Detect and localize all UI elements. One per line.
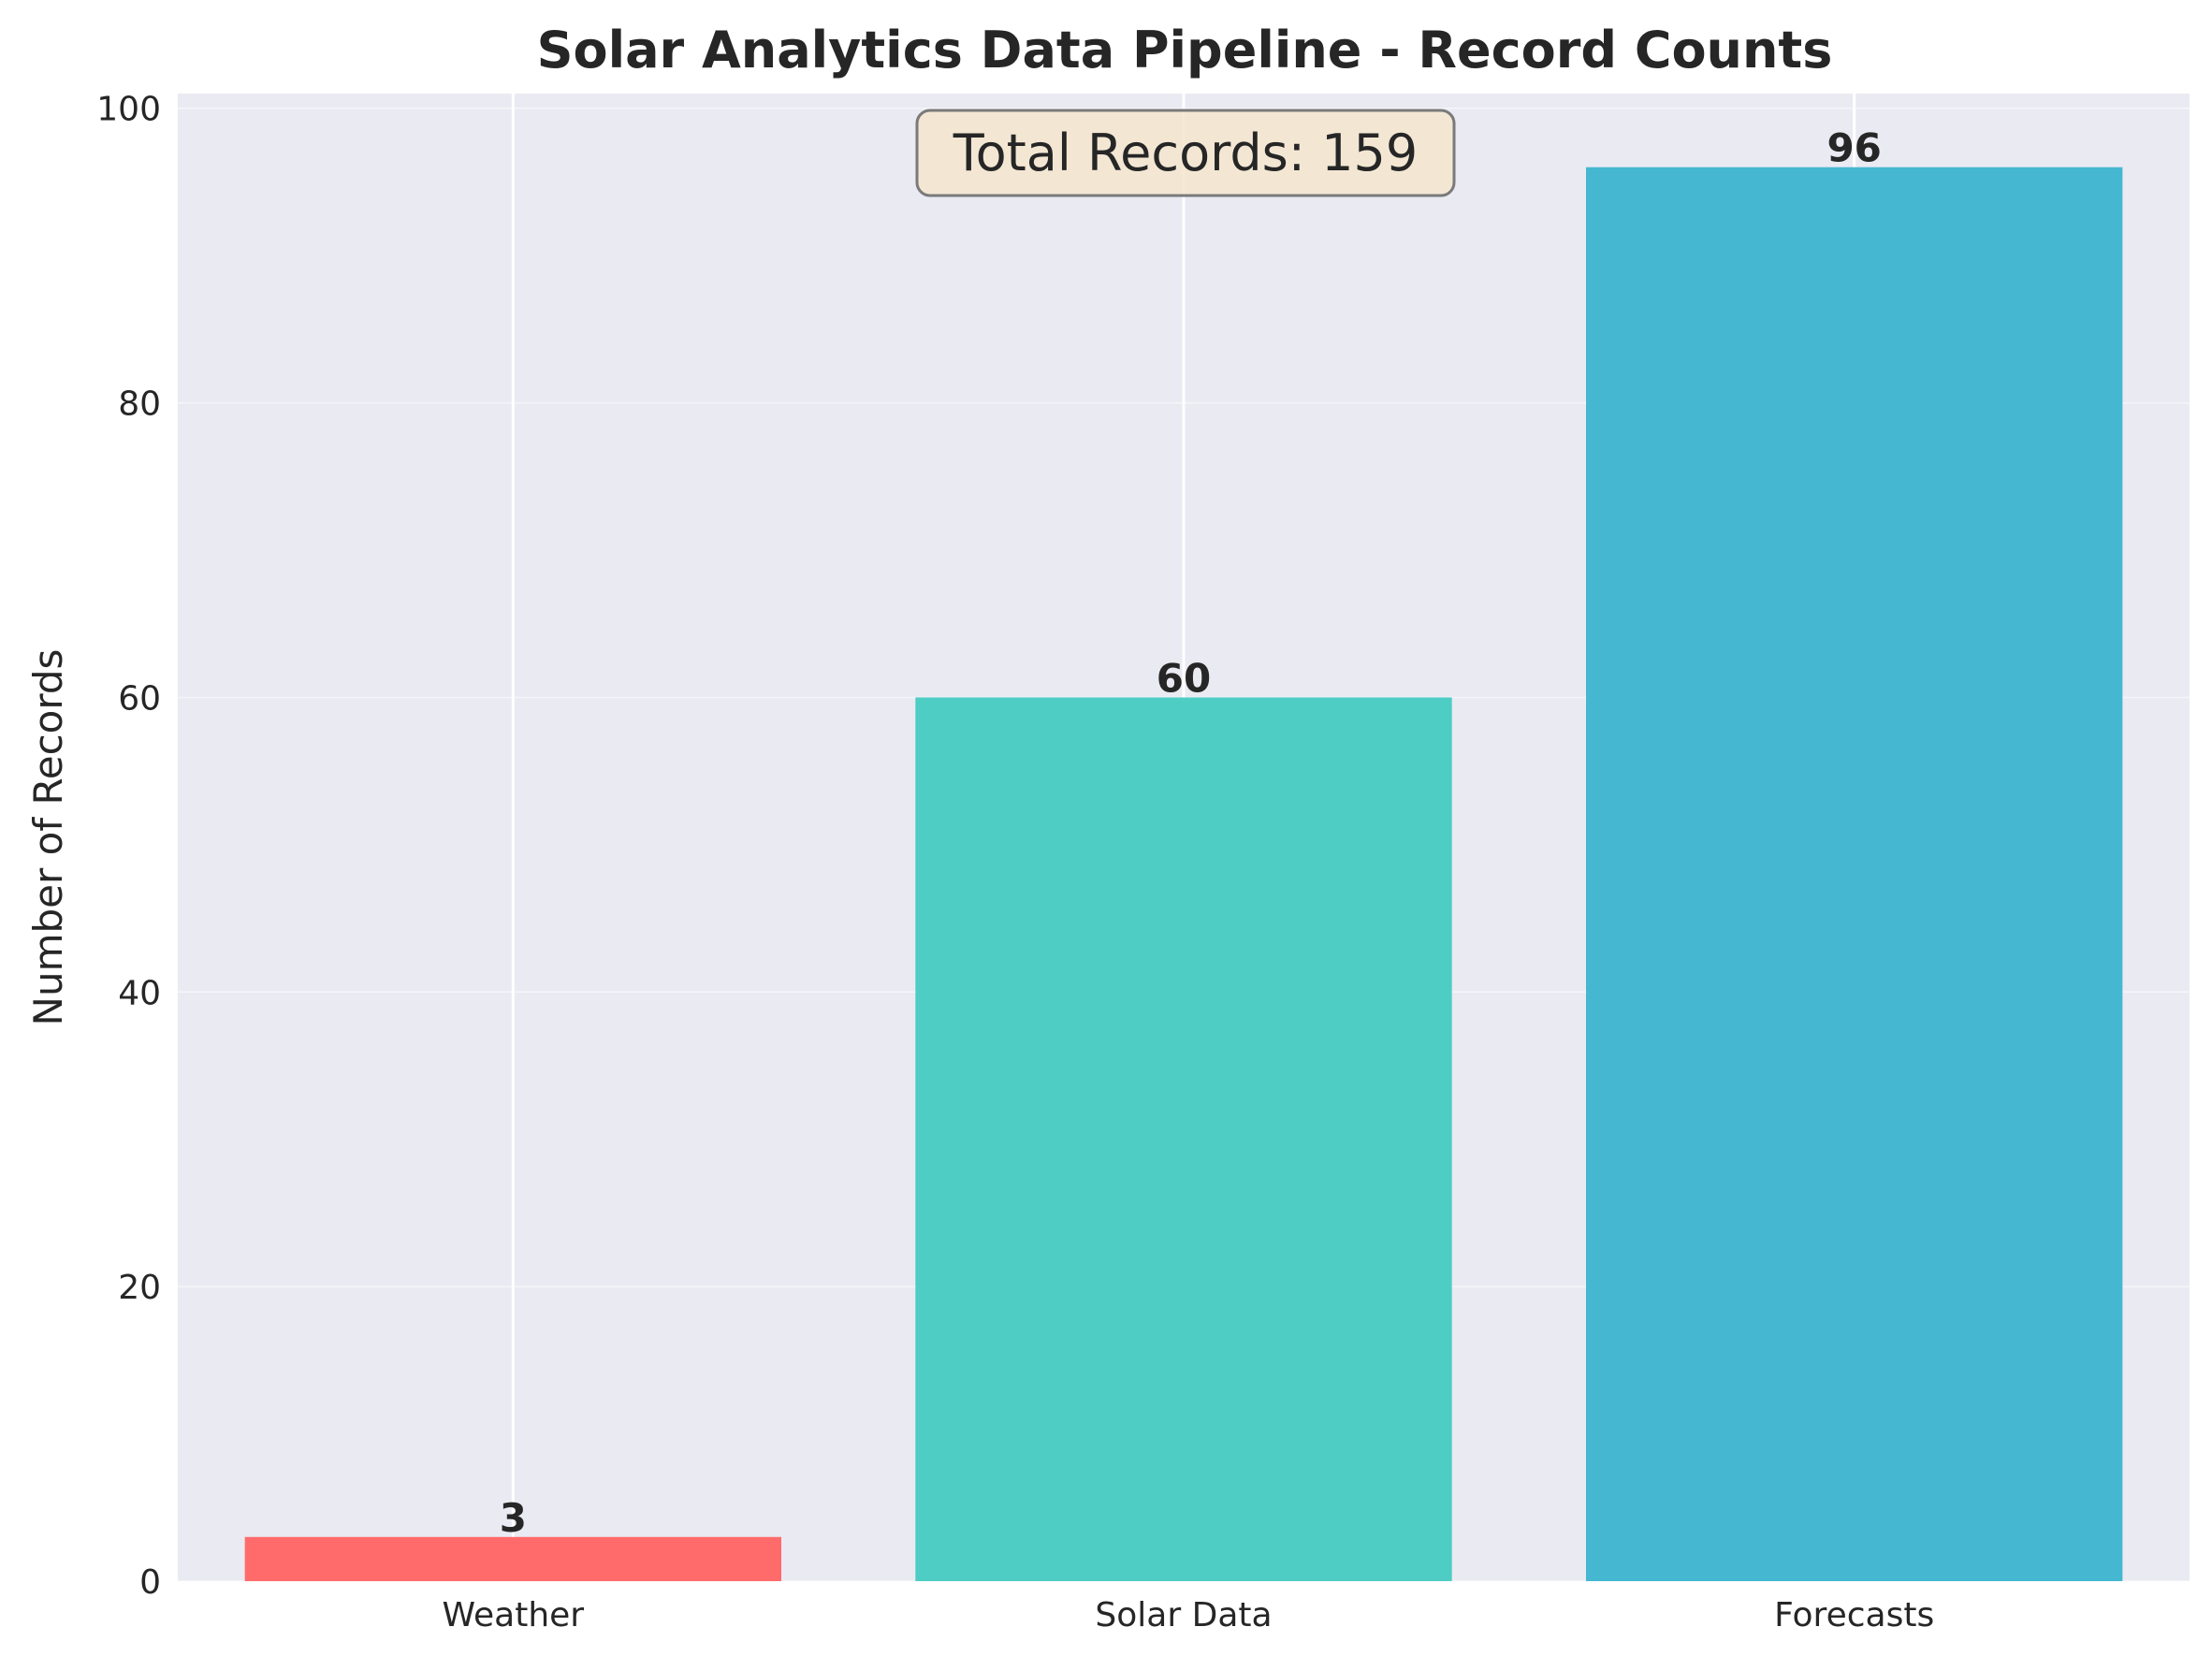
y-tick-label: 0 bbox=[139, 1563, 161, 1602]
y-tick-label: 60 bbox=[118, 679, 161, 718]
total-records-annotation: Total Records: 159 bbox=[915, 109, 1456, 197]
y-tick-label: 80 bbox=[118, 385, 161, 424]
y-axis-label: Number of Records bbox=[25, 649, 71, 1026]
x-tick-label: Solar Data bbox=[1095, 1596, 1272, 1634]
x-axis-ticks: Weather Solar Data Forecasts bbox=[443, 1596, 1935, 1634]
data-label: 96 bbox=[1826, 125, 1881, 171]
annotation-box bbox=[915, 109, 1456, 197]
x-tick-label: Forecasts bbox=[1774, 1596, 1934, 1634]
data-label: 3 bbox=[500, 1495, 527, 1541]
y-tick-label: 100 bbox=[96, 91, 161, 129]
bar-solar-data bbox=[915, 697, 1452, 1581]
annotation-text: Total Records: 159 bbox=[953, 123, 1418, 182]
y-axis-ticks: 0 20 40 60 80 100 bbox=[96, 91, 161, 1602]
y-tick-label: 40 bbox=[118, 974, 161, 1012]
bar-forecasts bbox=[1586, 167, 2123, 1581]
data-label: 60 bbox=[1157, 655, 1211, 701]
bars bbox=[244, 167, 2123, 1581]
data-labels: 3 60 96 bbox=[500, 125, 1882, 1541]
y-tick-label: 20 bbox=[118, 1269, 161, 1307]
chart-title: Solar Analytics Data Pipeline - Record C… bbox=[537, 21, 1833, 80]
bar-weather bbox=[244, 1536, 782, 1581]
x-tick-label: Weather bbox=[443, 1596, 585, 1634]
